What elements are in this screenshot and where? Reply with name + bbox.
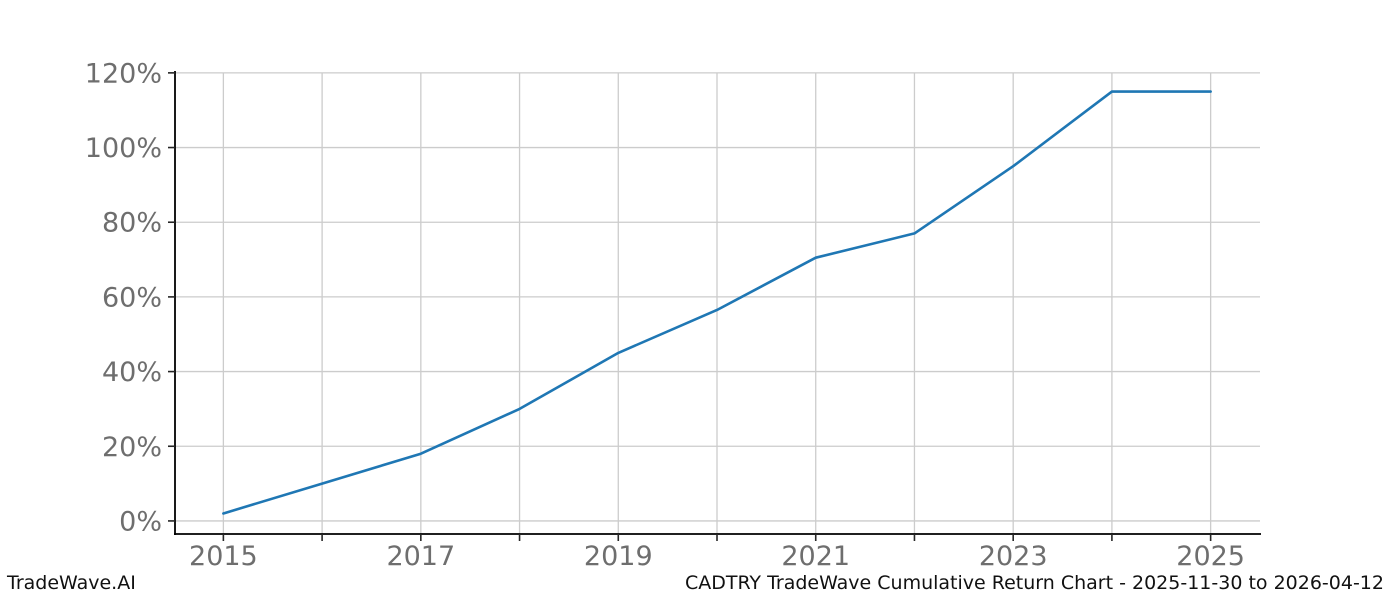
x-tick-label: 2017 [386,541,455,572]
chart-title: CADTRY TradeWave Cumulative Return Chart… [684,572,1384,594]
brand-watermark: TradeWave.AI [7,572,136,594]
y-tick-label: 100% [85,133,162,164]
x-tick-label: 2015 [189,541,258,572]
y-tick-label: 60% [102,282,162,313]
x-tick-label: 2021 [781,541,850,572]
y-tick-label: 20% [102,432,162,463]
x-tick-label: 2023 [979,541,1048,572]
y-tick-label: 120% [85,58,162,89]
y-tick-label: 40% [102,357,162,388]
series-line [222,90,1212,515]
x-tick-label: 2025 [1176,541,1245,572]
y-tick-label: 80% [102,208,162,239]
x-tick-label: 2019 [584,541,653,572]
y-tick-label: 0% [119,506,162,537]
